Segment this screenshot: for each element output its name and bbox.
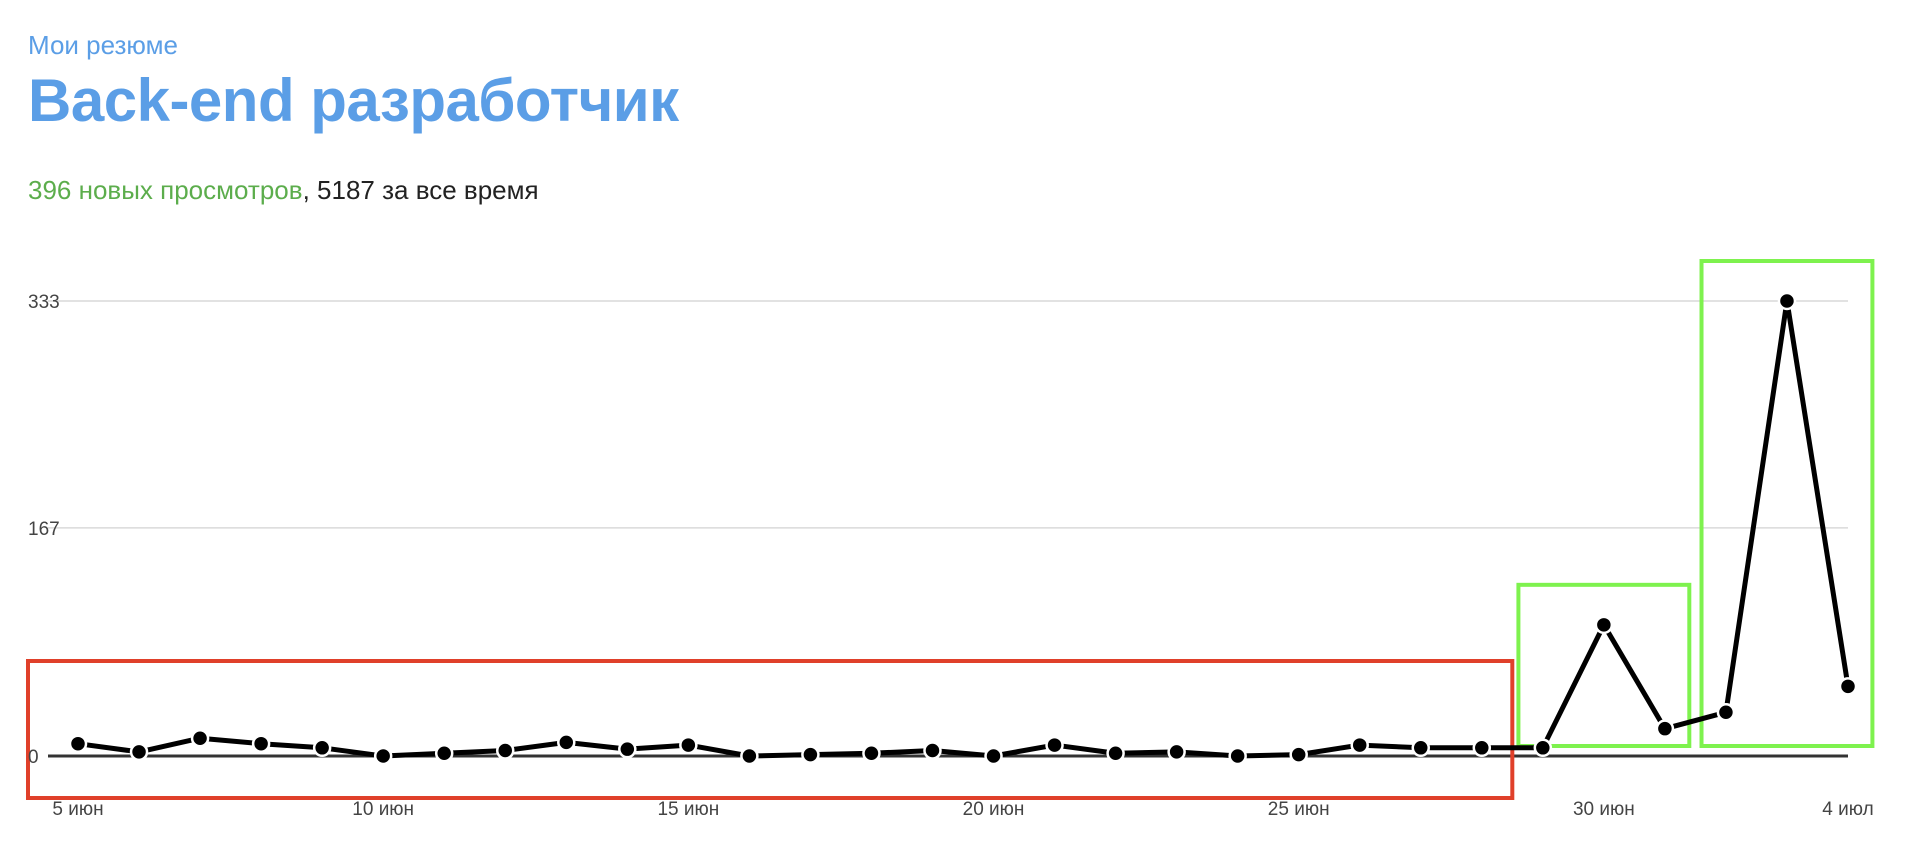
data-point[interactable] <box>618 739 637 759</box>
x-tick-label: 15 июн <box>657 799 719 820</box>
stats-separator: , <box>302 175 310 205</box>
total-views-count: 5187 за все время <box>309 175 539 205</box>
x-tick-label: 4 июл <box>1822 799 1873 820</box>
new-views-count[interactable]: 396 новых просмотров <box>28 175 303 205</box>
data-point[interactable] <box>1655 719 1675 738</box>
x-tick-label: 10 июн <box>352 799 414 820</box>
highlight-box-red <box>26 659 1515 800</box>
y-tick-label: 0 <box>28 747 39 768</box>
data-point[interactable] <box>923 741 942 760</box>
data-point[interactable] <box>190 728 210 748</box>
data-point[interactable] <box>984 746 1003 766</box>
data-point[interactable] <box>312 738 332 758</box>
data-point[interactable] <box>251 734 271 753</box>
y-tick-label: 333 <box>28 292 60 313</box>
series-line <box>77 298 1851 759</box>
y-tick-label: 167 <box>28 519 60 540</box>
data-point[interactable] <box>1350 735 1369 755</box>
data-point[interactable] <box>1045 735 1064 755</box>
data-point[interactable] <box>740 746 759 766</box>
chart-grid <box>48 300 1848 758</box>
data-point[interactable] <box>1228 746 1247 766</box>
data-point[interactable] <box>1777 291 1797 311</box>
breadcrumb-my-resumes[interactable]: Мои резюме <box>28 30 178 60</box>
highlight-box-green <box>1699 259 1875 748</box>
data-point[interactable] <box>679 735 698 755</box>
data-point[interactable] <box>495 741 515 760</box>
x-tick-label: 20 июн <box>963 799 1025 820</box>
data-point[interactable] <box>1594 615 1614 635</box>
highlight-box-green <box>1516 582 1692 749</box>
data-point[interactable] <box>68 734 88 753</box>
x-tick-label: 25 июн <box>1268 799 1330 820</box>
x-tick-label: 30 июн <box>1573 799 1635 820</box>
page-title: Back-end разработчик <box>28 67 679 134</box>
chart-highlights <box>26 259 1875 800</box>
data-point[interactable] <box>1533 738 1553 758</box>
data-point[interactable] <box>1289 745 1308 764</box>
data-point[interactable] <box>1411 738 1431 758</box>
data-point[interactable] <box>1838 677 1858 696</box>
data-point[interactable] <box>1716 703 1736 722</box>
data-point[interactable] <box>1167 742 1186 762</box>
data-point[interactable] <box>801 745 820 764</box>
data-point[interactable] <box>1472 738 1492 758</box>
chart-series <box>68 291 1858 766</box>
data-point[interactable] <box>434 744 454 763</box>
views-stats: 396 новых просмотров, 5187 за все время <box>28 175 539 206</box>
data-point[interactable] <box>1106 744 1125 763</box>
x-tick-label: 5 июн <box>52 799 103 820</box>
chart-tick-labels: 0 167 333 5 июн 10 июн 15 июн 20 июн 25 июн 30 и… <box>28 292 1874 820</box>
data-point[interactable] <box>129 742 149 762</box>
data-point[interactable] <box>373 746 393 766</box>
data-point[interactable] <box>557 733 576 752</box>
data-point[interactable] <box>862 744 881 763</box>
